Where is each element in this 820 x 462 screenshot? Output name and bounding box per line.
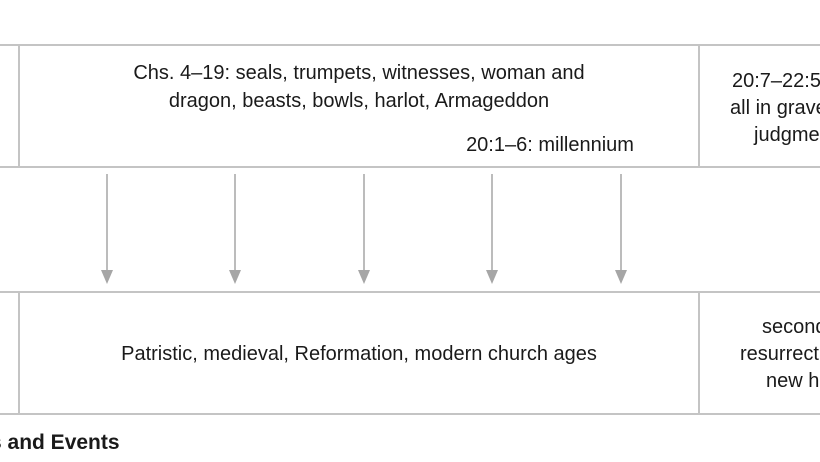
arrow-3 — [358, 174, 370, 284]
arrow-2 — [229, 174, 241, 284]
bottom-right-line-1: second — [762, 316, 820, 338]
top-box-bottom-rule — [0, 166, 820, 168]
arrow-4 — [486, 174, 498, 284]
arrow-5 — [615, 174, 627, 284]
bottom-right-line-3: new h — [766, 370, 820, 392]
top-box-left-divider — [18, 44, 20, 168]
bottom-box-top-rule — [0, 291, 820, 293]
top-box-right-divider — [698, 44, 700, 168]
top-middle-line-1: Chs. 4–19: seals, trumpets, witnesses, w… — [133, 62, 585, 84]
top-middle-line-2: dragon, beasts, bowls, harlot, Armageddo… — [168, 90, 550, 112]
figure-caption: s and Events — [0, 431, 120, 454]
top-right-line-2: all in grave — [730, 97, 820, 119]
bottom-right-line-2: resurrect — [740, 343, 819, 365]
bottom-box-right-divider — [698, 291, 700, 415]
arrow-1 — [101, 174, 113, 284]
bottom-box-left-divider — [18, 291, 20, 415]
top-right-line-3: judgme — [754, 124, 820, 146]
bottom-box-bottom-rule — [0, 413, 820, 415]
top-box-top-rule — [0, 44, 820, 46]
millennium-label: 20:1–6: millennium — [466, 134, 634, 156]
church-ages-label: Patristic, medieval, Reformation, modern… — [121, 343, 597, 365]
top-right-line-1: 20:7–22:5 — [732, 70, 820, 92]
